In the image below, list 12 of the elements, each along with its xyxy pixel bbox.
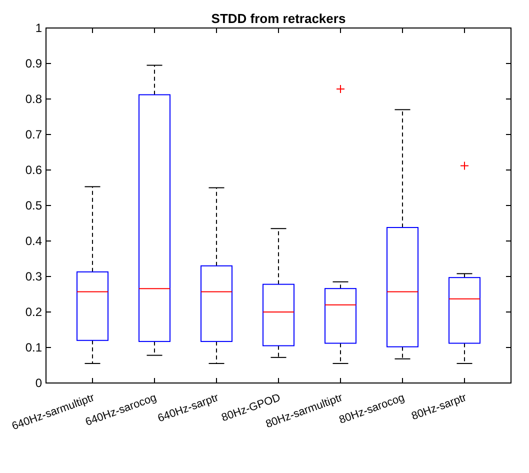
y-tick-label: 0.6 [25, 163, 42, 178]
y-tick-label: 0 [35, 376, 42, 390]
y-tick-label: 0.5 [25, 198, 42, 213]
y-tick-label: 0.4 [25, 234, 42, 248]
y-tick-label: 0.8 [25, 92, 42, 106]
y-tick-label: 0.2 [25, 305, 42, 320]
y-tick-label: 0.1 [25, 340, 42, 355]
y-tick-label: 0.3 [25, 270, 42, 284]
y-tick-label: 0.9 [25, 56, 42, 71]
y-tick-label: 1 [35, 21, 42, 36]
y-tick-label: 0.7 [25, 128, 42, 142]
chart-title: STDD from retrackers [211, 11, 346, 26]
